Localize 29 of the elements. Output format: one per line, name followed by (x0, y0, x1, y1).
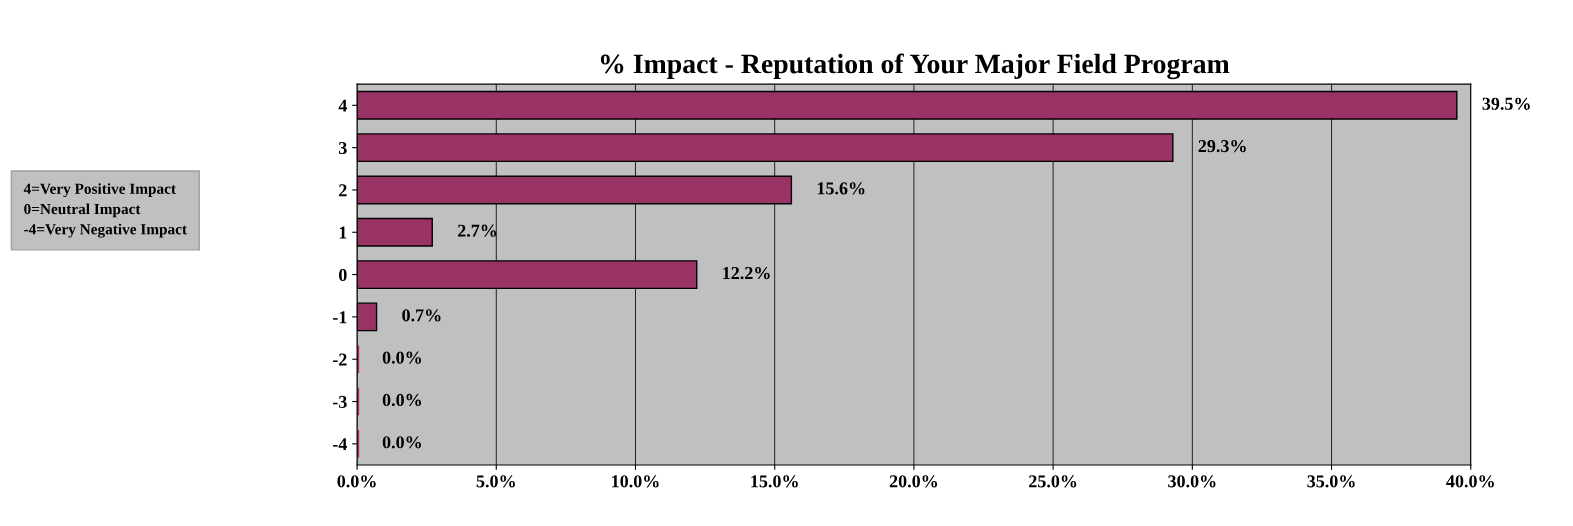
y-tick-label: -2 (332, 353, 347, 366)
x-tick-label: 35.0% (1307, 475, 1355, 488)
x-tick-label: 15.0% (751, 475, 798, 488)
x-tick-label: 10.0% (612, 475, 659, 488)
x-tick-label: 30.0% (1168, 475, 1216, 488)
x-tick-label: 40.0% (1446, 475, 1494, 488)
data-label: 0.0% (382, 351, 421, 364)
data-label: 15.6% (817, 182, 865, 195)
x-tick-label: 0.0% (337, 475, 376, 488)
y-tick-label: 4 (338, 99, 348, 112)
y-tick-label: 2 (339, 184, 347, 197)
data-label: 29.3% (1198, 139, 1246, 153)
text: 4=Very Positive Impact 0=Neutral Impact -4=Very Negative Impact (23, 183, 187, 238)
y-tick-label: -4 (332, 438, 348, 451)
y-tick-label: 1 (339, 226, 347, 239)
y-tick-label: -1 (332, 311, 347, 324)
x-tick-label: 25.0% (1029, 475, 1077, 488)
x-tick-label: 20.0% (889, 475, 938, 488)
y-tick-label: 3 (339, 141, 347, 155)
data-label: 12.2% (723, 266, 770, 280)
data-label: 0.7% (402, 309, 441, 322)
data-label: 0.0% (382, 393, 421, 407)
data-label: 0.0% (382, 436, 421, 449)
x-tick-label: 5.0% (476, 475, 515, 488)
chart-title: % Impact - Reputation of Your Major Field Program (600, 53, 1230, 80)
data-label: 39.5% (1482, 97, 1530, 110)
y-tick-label: 0 (339, 268, 347, 282)
data-label: 2.7% (458, 224, 497, 237)
y-tick-label: -3 (332, 395, 347, 408)
